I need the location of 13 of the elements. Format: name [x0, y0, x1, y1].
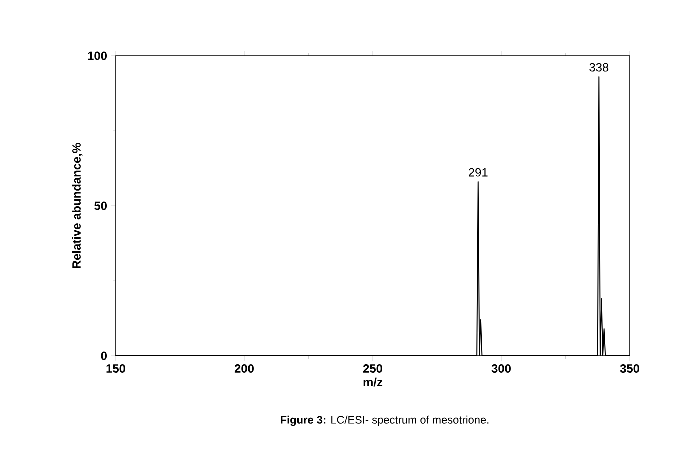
x-axis-title: m/z — [364, 378, 383, 387]
annotation: 338 — [590, 63, 609, 72]
x-tick-label: 350 — [620, 364, 640, 373]
x-tick-label: 200 — [234, 364, 254, 373]
y-tick-label: 100 — [88, 52, 108, 60]
x-tick-label: 300 — [492, 364, 511, 373]
y-tick-label: 0 — [101, 352, 108, 360]
x-tick-label: 250 — [363, 364, 382, 373]
y-tick-label: 50 — [94, 202, 108, 210]
y-axis-title: Relative abundance,% — [72, 143, 83, 268]
annotation: 291 — [468, 168, 488, 177]
text: Figure 3: LC/ESI- spectrum of mesotrione. — [281, 416, 489, 426]
x-tick-label: 150 — [106, 364, 126, 373]
